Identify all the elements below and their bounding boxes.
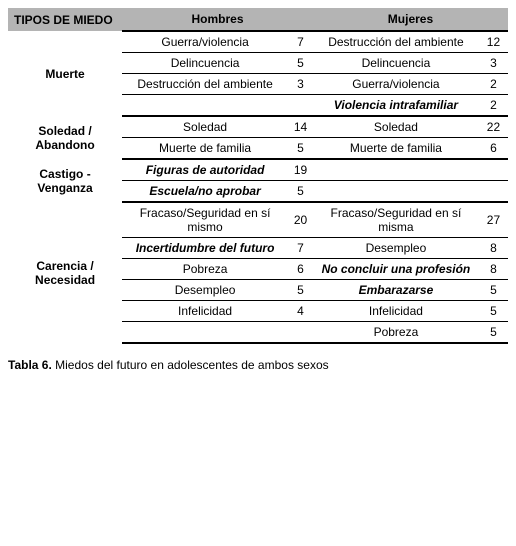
hombres-value: 7 xyxy=(288,238,313,259)
hombres-label: Incertidumbre del futuro xyxy=(122,238,288,259)
mujeres-value: 12 xyxy=(479,31,508,53)
hombres-label: Delincuencia xyxy=(122,53,288,74)
mujeres-value: 2 xyxy=(479,74,508,95)
mujeres-value: 6 xyxy=(479,138,508,160)
category-cell: Muerte xyxy=(8,31,122,116)
hombres-label: Guerra/violencia xyxy=(122,31,288,53)
hombres-label: Infelicidad xyxy=(122,301,288,322)
mujeres-value xyxy=(479,181,508,203)
mujeres-label: Violencia intrafamiliar xyxy=(313,95,479,117)
hombres-value: 20 xyxy=(288,202,313,238)
header-hombres: Hombres xyxy=(122,8,313,31)
mujeres-value: 22 xyxy=(479,116,508,138)
caption-text: Miedos del futuro en adolescentes de amb… xyxy=(52,358,329,372)
mujeres-value: 5 xyxy=(479,301,508,322)
mujeres-value: 27 xyxy=(479,202,508,238)
category-cell: Soledad / Abandono xyxy=(8,116,122,159)
hombres-label: Fracaso/Seguridad en sí mismo xyxy=(122,202,288,238)
hombres-label: Muerte de familia xyxy=(122,138,288,160)
header-mujeres: Mujeres xyxy=(313,8,508,31)
caption-number: Tabla 6. xyxy=(8,358,52,372)
table-row: Castigo - Venganza Figuras de autoridad … xyxy=(8,159,508,181)
hombres-value: 6 xyxy=(288,259,313,280)
hombres-value: 14 xyxy=(288,116,313,138)
table-caption: Tabla 6. Miedos del futuro en adolescent… xyxy=(8,358,508,372)
mujeres-value: 5 xyxy=(479,280,508,301)
mujeres-label: No concluir una profesión xyxy=(313,259,479,280)
mujeres-value: 3 xyxy=(479,53,508,74)
hombres-value: 3 xyxy=(288,74,313,95)
hombres-label: Soledad xyxy=(122,116,288,138)
mujeres-label: Infelicidad xyxy=(313,301,479,322)
hombres-value: 7 xyxy=(288,31,313,53)
table-row: Carencia / Necesidad Fracaso/Seguridad e… xyxy=(8,202,508,238)
hombres-value: 5 xyxy=(288,181,313,203)
mujeres-label: Delincuencia xyxy=(313,53,479,74)
hombres-label: Destrucción del ambiente xyxy=(122,74,288,95)
mujeres-value: 5 xyxy=(479,322,508,344)
mujeres-value xyxy=(479,159,508,181)
hombres-label: Desempleo xyxy=(122,280,288,301)
hombres-label: Escuela/no aprobar xyxy=(122,181,288,203)
hombres-label xyxy=(122,95,288,117)
mujeres-value: 8 xyxy=(479,238,508,259)
mujeres-label: Fracaso/Seguridad en sí misma xyxy=(313,202,479,238)
mujeres-value: 2 xyxy=(479,95,508,117)
hombres-value: 5 xyxy=(288,280,313,301)
hombres-value: 5 xyxy=(288,138,313,160)
mujeres-label: Destrucción del ambiente xyxy=(313,31,479,53)
mujeres-label: Muerte de familia xyxy=(313,138,479,160)
table-row: Muerte Guerra/violencia 7 Destrucción de… xyxy=(8,31,508,53)
hombres-value: 5 xyxy=(288,53,313,74)
category-cell: Castigo - Venganza xyxy=(8,159,122,202)
mujeres-label: Pobreza xyxy=(313,322,479,344)
hombres-label: Pobreza xyxy=(122,259,288,280)
hombres-value: 4 xyxy=(288,301,313,322)
hombres-label xyxy=(122,322,288,344)
hombres-value: 19 xyxy=(288,159,313,181)
header-row: TIPOS DE MIEDO Hombres Mujeres xyxy=(8,8,508,31)
mujeres-label: Guerra/violencia xyxy=(313,74,479,95)
mujeres-label: Soledad xyxy=(313,116,479,138)
hombres-value xyxy=(288,322,313,344)
mujeres-label: Embarazarse xyxy=(313,280,479,301)
category-cell: Carencia / Necesidad xyxy=(8,202,122,343)
fear-types-table: TIPOS DE MIEDO Hombres Mujeres Muerte Gu… xyxy=(8,8,508,344)
hombres-value xyxy=(288,95,313,117)
mujeres-label: Desempleo xyxy=(313,238,479,259)
mujeres-label xyxy=(313,159,479,181)
mujeres-value: 8 xyxy=(479,259,508,280)
hombres-label: Figuras de autoridad xyxy=(122,159,288,181)
table-row: Soledad / Abandono Soledad 14 Soledad 22 xyxy=(8,116,508,138)
mujeres-label xyxy=(313,181,479,203)
header-tipos: TIPOS DE MIEDO xyxy=(8,8,122,31)
